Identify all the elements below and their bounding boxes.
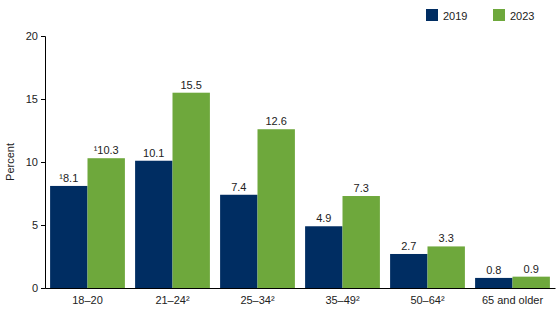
bar bbox=[258, 129, 295, 288]
y-axis-line bbox=[41, 37, 46, 289]
bar bbox=[475, 278, 512, 288]
y-tick-mark bbox=[41, 36, 45, 37]
y-tick: 0 bbox=[32, 282, 45, 294]
x-tick-label: 18–20 bbox=[72, 294, 103, 306]
legend-label: 2023 bbox=[510, 10, 534, 22]
x-axis: 18–20 21–24² 25–34² 35–49² 50–64² 65 and olde… bbox=[46, 288, 556, 306]
bar bbox=[513, 277, 550, 288]
data-label: ¹8.1 bbox=[59, 172, 78, 184]
bars bbox=[50, 93, 550, 288]
plot: ¹8.1 10.1 7.4 4.9 2.7 0.8 ¹10.3 15.5 12.6 7.3 3.3 0… bbox=[26, 30, 556, 306]
bar bbox=[173, 93, 210, 288]
data-labels: ¹8.1 10.1 7.4 4.9 2.7 0.8 ¹10.3 15.5 12.6 7.3 3.3 0… bbox=[59, 79, 539, 276]
legend-swatch bbox=[493, 9, 505, 21]
legend-item: 2023 bbox=[493, 9, 534, 22]
bar bbox=[220, 195, 257, 288]
x-tick-label: 50–64² bbox=[410, 294, 445, 306]
bar bbox=[88, 158, 125, 288]
y-tick: 20 bbox=[26, 30, 45, 42]
legend-item: 2019 bbox=[426, 9, 467, 22]
y-tick: 15 bbox=[26, 93, 45, 105]
y-tick: 5 bbox=[32, 219, 45, 231]
x-tick: 25–34² bbox=[240, 288, 275, 306]
x-tick-label: 35–49² bbox=[325, 294, 360, 306]
chart: ¹8.1 10.1 7.4 4.9 2.7 0.8 ¹10.3 15.5 12.6 7.3 3.3 0… bbox=[0, 0, 560, 324]
bar bbox=[305, 226, 342, 288]
data-label: 7.3 bbox=[354, 182, 369, 194]
bar bbox=[135, 161, 172, 288]
x-tick: 50–64² bbox=[410, 288, 445, 306]
legend: 2019 2023 bbox=[426, 9, 534, 22]
x-axis-line bbox=[46, 288, 556, 289]
x-tick: 35–49² bbox=[325, 288, 360, 306]
bar bbox=[343, 196, 380, 288]
y-tick-label: 10 bbox=[26, 156, 38, 168]
x-tick-label: 21–24² bbox=[155, 294, 190, 306]
x-tick-label: 25–34² bbox=[240, 294, 275, 306]
data-label: 4.9 bbox=[316, 212, 331, 224]
x-tick: 65 and older bbox=[482, 288, 543, 306]
y-tick-label: 20 bbox=[26, 30, 38, 42]
y-tick-label: 0 bbox=[32, 282, 38, 294]
legend-label: 2019 bbox=[443, 10, 467, 22]
data-label: 10.1 bbox=[143, 147, 164, 159]
data-label: 12.6 bbox=[265, 115, 286, 127]
y-axis: 0 5 10 15 20 bbox=[26, 30, 46, 294]
bar bbox=[390, 254, 427, 288]
data-label: 3.3 bbox=[439, 232, 454, 244]
y-tick-mark bbox=[41, 288, 45, 289]
bar bbox=[428, 246, 465, 288]
y-axis-title: Percent bbox=[4, 143, 16, 181]
x-tick-label: 65 and older bbox=[482, 294, 543, 306]
y-tick-mark bbox=[41, 225, 45, 226]
y-tick-mark bbox=[41, 99, 45, 100]
legend-swatch bbox=[426, 9, 438, 21]
y-tick: 10 bbox=[26, 156, 45, 168]
x-tick: 18–20 bbox=[72, 288, 103, 306]
data-label: ¹10.3 bbox=[94, 144, 119, 156]
x-tick: 21–24² bbox=[155, 288, 190, 306]
y-tick-label: 15 bbox=[26, 93, 38, 105]
y-tick-mark bbox=[41, 162, 45, 163]
data-label: 0.9 bbox=[524, 263, 539, 275]
data-label: 2.7 bbox=[401, 240, 416, 252]
bar bbox=[50, 186, 87, 288]
y-tick-label: 5 bbox=[32, 219, 38, 231]
data-label: 7.4 bbox=[231, 181, 246, 193]
data-label: 0.8 bbox=[486, 264, 501, 276]
data-label: 15.5 bbox=[180, 79, 201, 91]
